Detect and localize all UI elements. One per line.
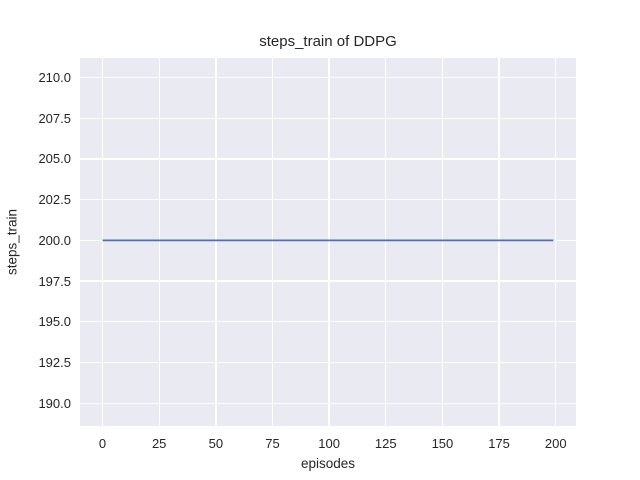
gridline-vertical bbox=[101, 58, 104, 426]
gridline-horizontal bbox=[80, 321, 576, 323]
y-axis-tick-label: 202.5 bbox=[38, 192, 71, 208]
x-axis-label: episodes bbox=[300, 456, 356, 471]
chart-title: steps_train of DDPG bbox=[259, 33, 397, 50]
gridline-horizontal bbox=[80, 158, 576, 160]
gridline-vertical bbox=[555, 58, 557, 426]
gridline-vertical bbox=[215, 58, 217, 426]
y-axis-tick-label: 197.5 bbox=[38, 273, 71, 289]
y-axis-tick-label: 205.0 bbox=[38, 151, 71, 167]
x-axis-tick-label: 200 bbox=[544, 436, 567, 451]
x-axis-tick-label: 50 bbox=[208, 436, 224, 451]
gridline-vertical bbox=[328, 58, 330, 426]
plot-area bbox=[80, 58, 576, 426]
gridline-vertical bbox=[498, 58, 500, 426]
data-layer bbox=[102, 239, 554, 242]
gridline-vertical bbox=[441, 58, 444, 426]
x-axis-tick-label: 25 bbox=[151, 436, 167, 451]
gridline-horizontal bbox=[80, 76, 576, 79]
gridline-horizontal bbox=[80, 402, 576, 404]
y-axis-tick-label: 210.0 bbox=[38, 70, 71, 86]
gridline-vertical bbox=[271, 58, 274, 426]
y-axis-tick-label: 190.0 bbox=[38, 395, 71, 411]
x-axis-tick-label: 0 bbox=[98, 436, 107, 451]
gridline-horizontal bbox=[80, 361, 576, 364]
x-axis-tick-label: 125 bbox=[374, 436, 397, 451]
x-axis-tick-label: 100 bbox=[318, 436, 340, 451]
x-axis-tick-label: 175 bbox=[488, 436, 510, 451]
gridline-horizontal bbox=[80, 117, 576, 119]
y-axis-tick-label: 200.0 bbox=[38, 232, 71, 248]
gridline-horizontal bbox=[80, 198, 576, 201]
x-axis-tick-label: 150 bbox=[431, 436, 454, 451]
gridline-horizontal bbox=[80, 280, 576, 282]
x-axis-tick-label: 75 bbox=[265, 436, 280, 451]
y-axis-tick-label: 192.5 bbox=[38, 354, 71, 370]
y-axis-tick-label: 195.0 bbox=[38, 314, 71, 330]
gridline-vertical bbox=[385, 58, 387, 426]
y-axis-label-text: steps_train bbox=[4, 208, 20, 276]
y-axis-tick-label: 207.5 bbox=[38, 110, 71, 126]
gridline-vertical bbox=[158, 58, 160, 426]
